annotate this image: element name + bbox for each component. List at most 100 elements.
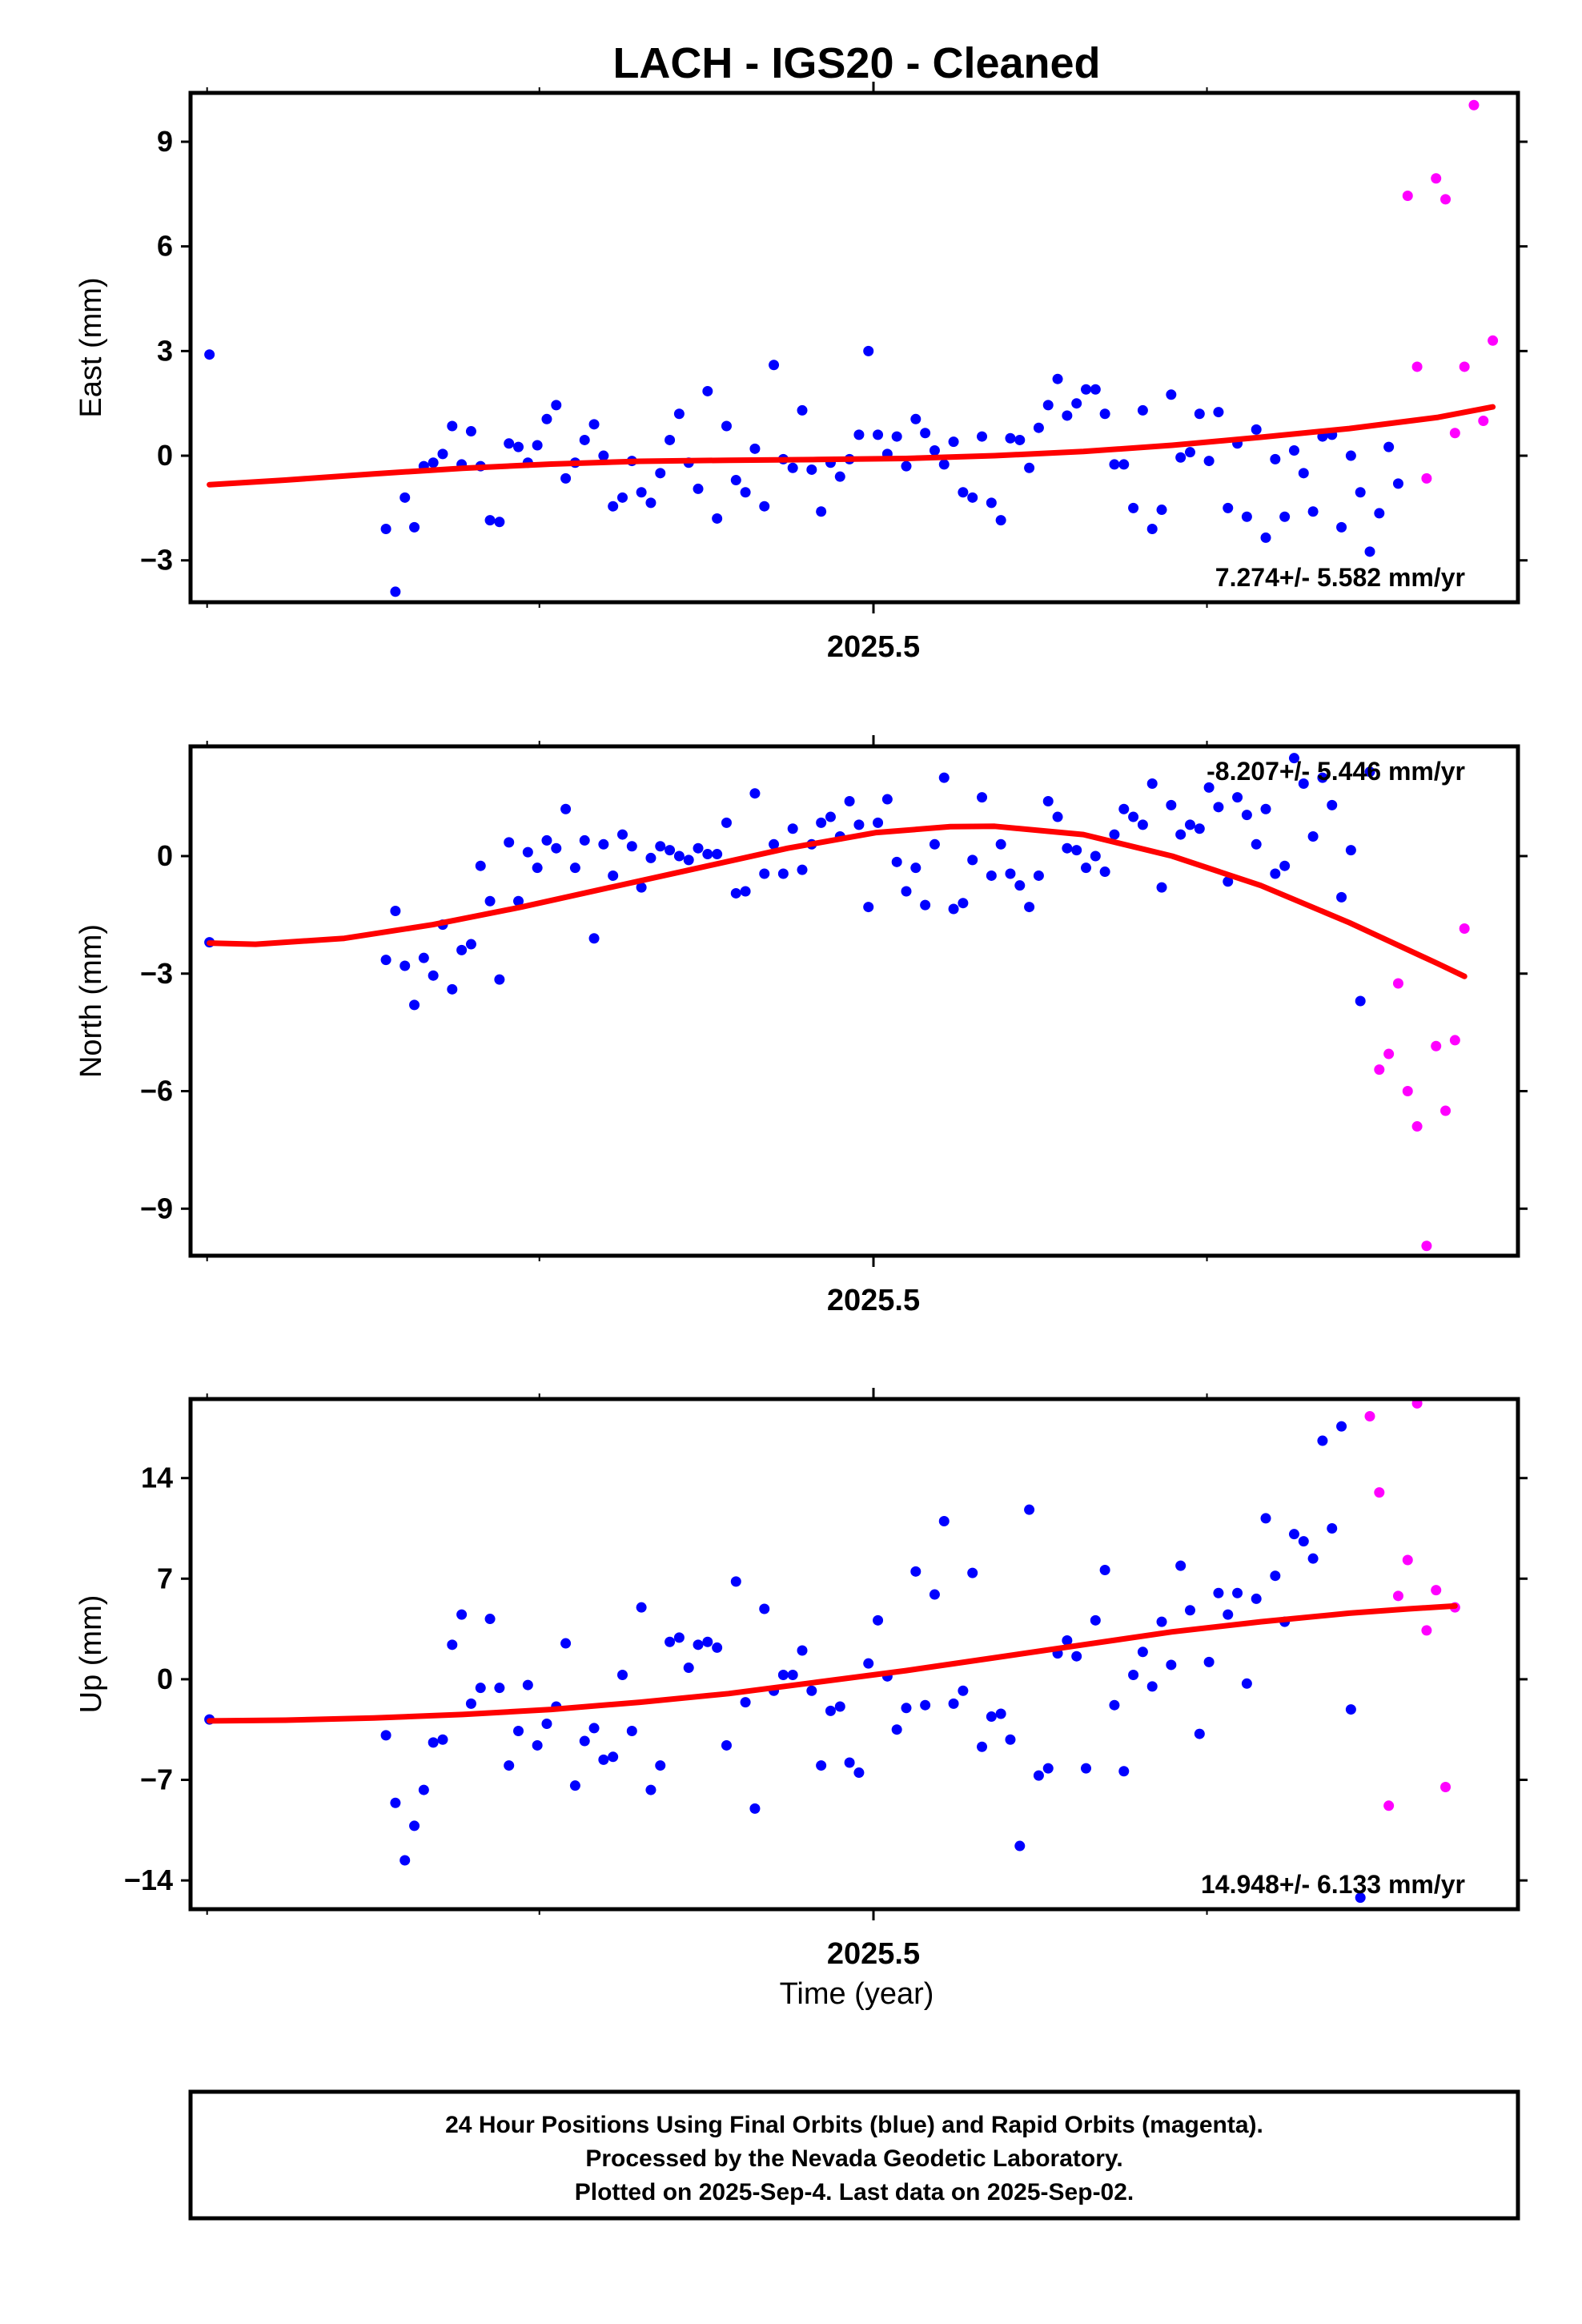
y-axis-label: Up (mm) xyxy=(74,1595,108,1714)
final-orbit-point xyxy=(484,1614,496,1625)
rapid-orbit-point xyxy=(1478,415,1489,426)
final-orbit-point xyxy=(986,497,997,509)
rapid-orbit-point xyxy=(1383,1800,1395,1811)
final-orbit-point xyxy=(873,1614,884,1626)
y-axis-label: North (mm) xyxy=(74,924,108,1078)
final-orbit-point xyxy=(967,1567,978,1578)
final-orbit-point xyxy=(986,870,997,881)
final-orbit-point xyxy=(541,1719,552,1730)
final-orbit-point xyxy=(787,1670,798,1681)
final-orbit-point xyxy=(409,1820,420,1831)
rate-label: 14.948+/- 6.133 mm/yr xyxy=(1201,1870,1465,1899)
final-orbit-point xyxy=(863,902,874,913)
final-orbit-point xyxy=(1364,546,1375,557)
final-orbit-point xyxy=(740,1697,751,1708)
final-orbit-point xyxy=(853,429,865,440)
final-orbit-point xyxy=(938,1516,950,1527)
final-orbit-point xyxy=(730,887,741,899)
final-orbit-point xyxy=(1223,1609,1234,1620)
final-orbit-point xyxy=(958,487,969,498)
final-orbit-point xyxy=(1090,850,1101,862)
y-tick-label: 0 xyxy=(157,439,173,472)
final-orbit-point xyxy=(1024,902,1035,913)
final-orbit-point xyxy=(1166,799,1177,810)
final-orbit-point xyxy=(494,517,505,528)
final-orbit-point xyxy=(513,895,524,907)
final-orbit-point xyxy=(749,443,761,454)
final-orbit-point xyxy=(665,845,676,856)
final-orbit-point xyxy=(1033,870,1044,881)
final-orbit-point xyxy=(920,428,931,439)
final-orbit-point xyxy=(522,846,533,858)
final-orbit-point xyxy=(1194,408,1205,420)
final-orbit-point xyxy=(626,1725,637,1736)
y-tick-label: −3 xyxy=(140,957,173,990)
final-orbit-point xyxy=(712,849,723,860)
rapid-orbit-point xyxy=(1440,194,1452,205)
final-orbit-point xyxy=(636,487,647,498)
final-orbit-point xyxy=(1146,524,1158,535)
y-tick-label: −6 xyxy=(140,1075,173,1108)
final-orbit-point xyxy=(1090,384,1101,395)
final-orbit-point xyxy=(740,487,751,498)
final-orbit-point xyxy=(1194,1728,1205,1739)
final-orbit-point xyxy=(1270,453,1281,464)
final-orbit-point xyxy=(977,431,988,442)
final-orbit-point xyxy=(400,1855,411,1866)
final-orbit-point xyxy=(977,792,988,803)
final-orbit-point xyxy=(721,1739,732,1751)
final-orbit-point xyxy=(504,438,515,449)
rapid-orbit-point xyxy=(1383,1048,1395,1059)
rapid-orbit-point xyxy=(1421,472,1432,484)
final-orbit-point xyxy=(484,895,496,907)
final-orbit-point xyxy=(1355,1892,1366,1904)
y-tick-label: −7 xyxy=(140,1763,173,1796)
final-orbit-point xyxy=(1005,432,1016,444)
final-orbit-point xyxy=(712,513,723,524)
final-orbit-point xyxy=(1175,1560,1186,1571)
final-orbit-point xyxy=(1052,811,1063,822)
final-orbit-point xyxy=(447,983,458,995)
final-orbit-point xyxy=(1128,1670,1139,1681)
final-orbit-point xyxy=(1137,1647,1148,1658)
final-orbit-point xyxy=(390,905,401,916)
final-orbit-point xyxy=(834,471,845,482)
final-orbit-point xyxy=(1194,823,1205,834)
final-orbit-point xyxy=(1042,1763,1054,1774)
final-orbit-point xyxy=(626,841,637,852)
final-orbit-point xyxy=(1024,462,1035,473)
final-orbit-point xyxy=(806,1685,817,1696)
final-orbit-point xyxy=(1223,502,1234,513)
final-orbit-point xyxy=(1336,891,1347,903)
final-orbit-point xyxy=(712,1642,723,1653)
panel-3: −14 −7 0 7 14 2025.5 Up (mm) 14.948+/- 6.133 mm… xyxy=(74,1388,1528,1971)
final-orbit-point xyxy=(948,903,959,915)
final-orbit-point xyxy=(853,1767,865,1779)
final-orbit-point xyxy=(645,497,656,509)
final-orbit-point xyxy=(390,1797,401,1808)
final-orbit-point xyxy=(569,1780,580,1791)
rate-label: -8.207+/- 5.446 mm/yr xyxy=(1207,757,1465,786)
final-orbit-point xyxy=(1118,1766,1130,1777)
final-orbit-point xyxy=(863,345,874,356)
final-orbit-point xyxy=(1270,1570,1281,1582)
final-orbit-point xyxy=(749,1803,761,1814)
final-orbit-point xyxy=(465,426,476,437)
final-orbit-point xyxy=(1203,1656,1215,1667)
final-orbit-point xyxy=(693,1639,704,1651)
final-orbit-point xyxy=(995,515,1006,526)
final-orbit-point xyxy=(825,811,836,822)
final-orbit-point xyxy=(1109,829,1120,840)
final-orbit-point xyxy=(844,795,855,806)
final-orbit-point xyxy=(1374,508,1385,519)
final-orbit-point xyxy=(494,974,505,985)
final-orbit-point xyxy=(1288,753,1299,764)
final-orbit-point xyxy=(777,1670,789,1681)
rapid-orbit-point xyxy=(1411,1399,1423,1409)
final-orbit-point xyxy=(1279,511,1291,522)
final-orbit-point xyxy=(702,385,713,396)
final-orbit-point xyxy=(816,1760,827,1771)
panel-data xyxy=(204,99,1499,597)
final-orbit-point xyxy=(1014,1840,1026,1852)
y-tick-label: 0 xyxy=(157,1663,173,1695)
